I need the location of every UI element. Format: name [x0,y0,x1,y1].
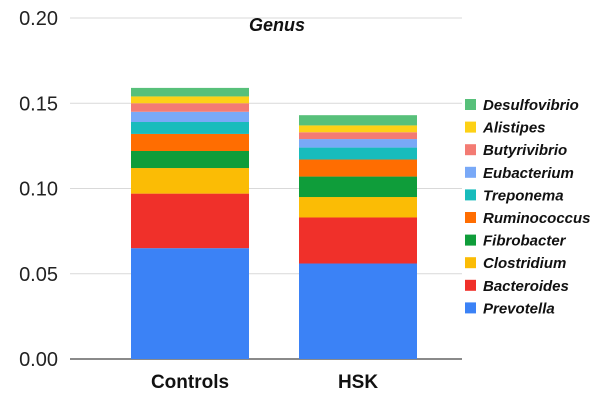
legend-label: Ruminococcus [483,210,591,227]
legend-swatch [465,279,476,291]
bar-segment-prevotella [131,248,249,359]
legend-swatch [465,257,476,269]
bar-segment-eubacterium [131,111,249,123]
y-tick-label: 0.00 [19,349,58,371]
bar-segment-eubacterium [299,139,417,148]
bar-segment-alistipes [131,96,249,104]
x-axis-labels: Controls HSK [151,372,378,393]
legend-swatch [465,99,476,110]
legend-label: Fibrobacter [483,233,567,250]
legend-swatch [465,302,476,314]
legend: Desulfovibrio Alistipes Butyrivibrio Eubact… [465,97,591,317]
legend-swatch [465,121,476,133]
bar-segment-prevotella [299,263,417,359]
legend-label: Alistipes [482,120,546,137]
y-tick-label: 0.10 [19,179,58,201]
bar-segment-butyrivibrio [299,132,417,140]
bar-segment-alistipes [299,125,417,133]
bar-segment-bacteroides [299,217,417,264]
y-tick-label: 0.20 [19,8,58,30]
legend-label: Butyrivibrio [483,142,567,159]
legend-swatch [465,166,476,178]
bar-segment-bacteroides [131,193,249,249]
legend-label: Desulfovibrio [483,97,579,114]
legend-label: Eubacterium [483,165,574,182]
bar-segment-fibrobacter [131,150,249,169]
y-tick-label: 0.15 [19,93,58,115]
bar-segment-butyrivibrio [131,103,249,112]
legend-label: Clostridium [483,255,566,272]
legend-swatch [465,189,476,201]
bar-segment-clostridium [299,197,417,218]
bar-segment-ruminococcus [131,133,249,151]
legend-swatch [465,234,476,246]
chart-title: Genus [249,15,305,35]
y-axis: 0.00 0.05 0.10 0.15 0.20 [19,8,58,371]
bar-segment-fibrobacter [299,176,417,198]
legend-swatch [465,212,476,223]
bar-segment-desulfovibrio [131,87,249,97]
bar-segment-treponema [131,122,249,134]
legend-label: Prevotella [483,300,555,317]
y-tick-label: 0.05 [19,264,58,286]
legend-label: Treponema [483,187,564,204]
bar-segment-clostridium [131,168,249,194]
bar-segment-treponema [299,147,417,160]
category-label: Controls [151,372,229,393]
legend-swatch [465,144,476,156]
bars [131,87,417,359]
category-label: HSK [338,372,378,393]
bar-segment-ruminococcus [299,159,417,177]
legend-label: Bacteroides [483,278,569,295]
bar-segment-desulfovibrio [299,115,417,126]
